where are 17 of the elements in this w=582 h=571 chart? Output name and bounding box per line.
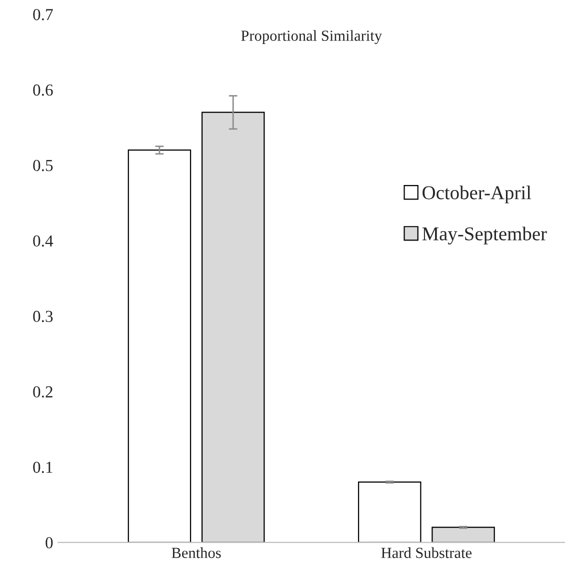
y-tick-label: 0.5 (33, 160, 53, 172)
y-tick-label: 0.7 (33, 8, 53, 20)
y-tick-label: 0.6 (33, 84, 53, 96)
bar (432, 526, 495, 542)
bar (358, 482, 422, 542)
y-tick-label: 0.1 (33, 462, 52, 474)
x-tick-label: Benthos (172, 547, 221, 558)
legend-label: October-April (422, 186, 532, 204)
bar (201, 112, 265, 542)
legend-label: May-September (422, 226, 547, 244)
bar (128, 150, 192, 542)
y-tick-label: 0.3 (33, 310, 53, 322)
text: Proportional Similarity (241, 30, 382, 44)
y-tick-label: 0.2 (33, 386, 52, 398)
x-tick-label: Hard Substrate (381, 547, 472, 558)
y-tick-label: 0.4 (33, 235, 54, 247)
y-tick-label: 0 (46, 537, 53, 548)
